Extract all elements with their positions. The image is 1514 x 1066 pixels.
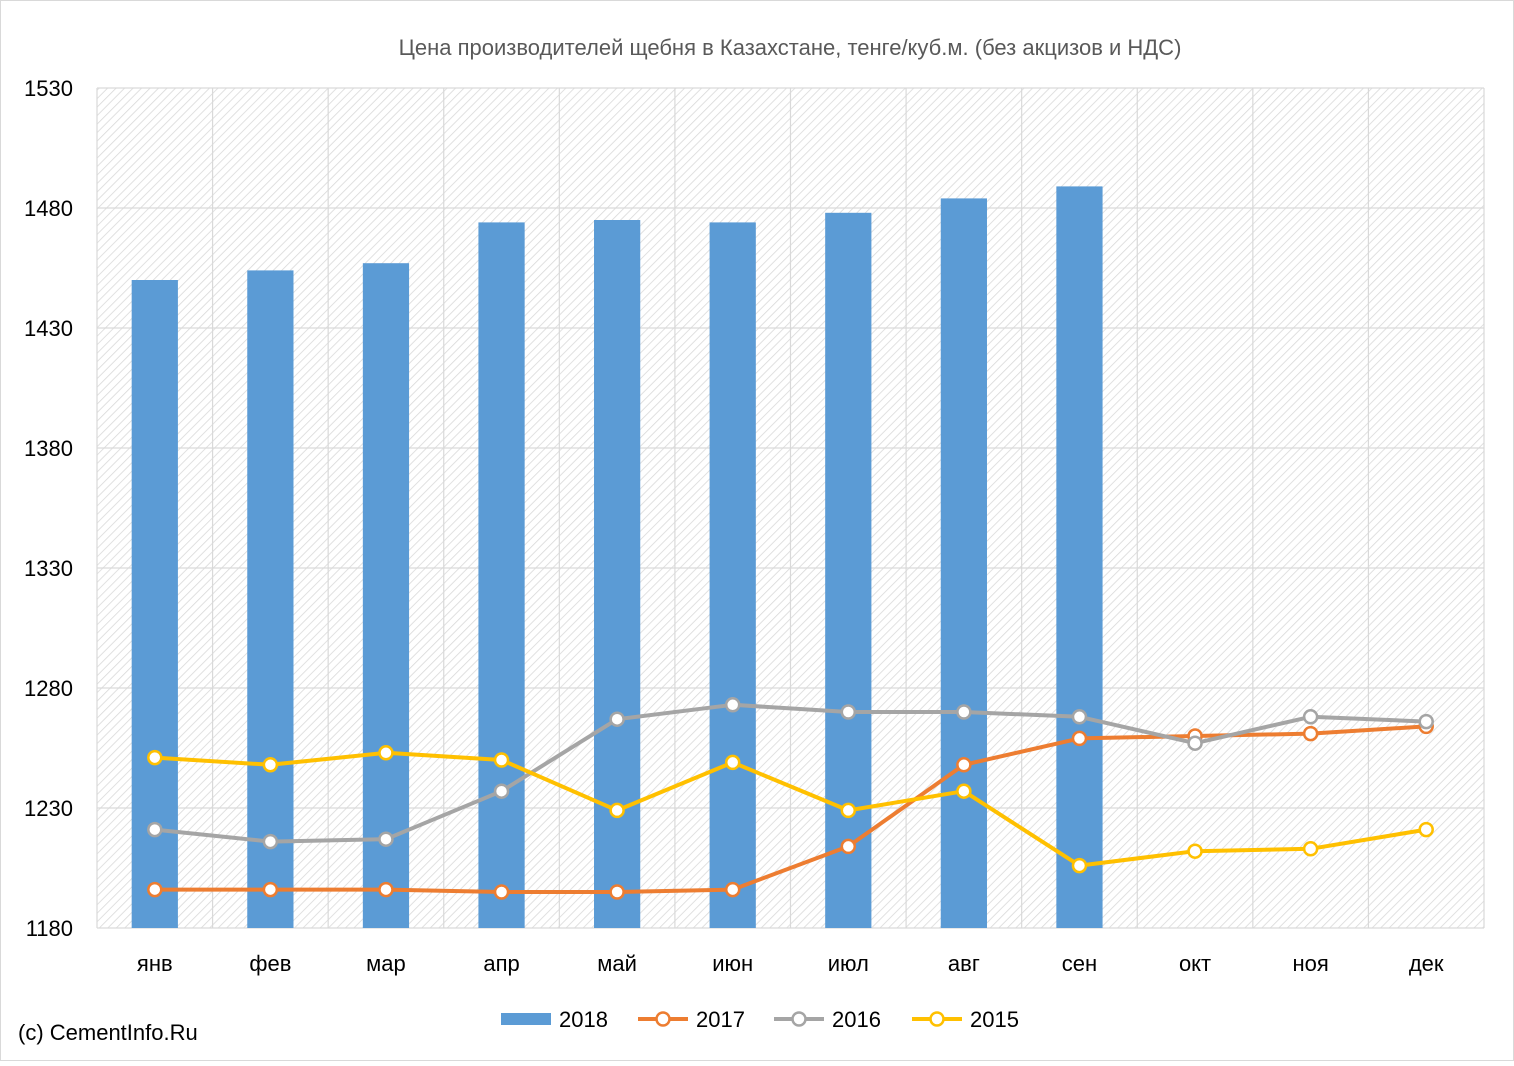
point-2015-янв — [147, 749, 163, 766]
point-2016-апр — [493, 783, 510, 799]
point-2017-фев — [262, 881, 279, 898]
legend-marker-2015 — [929, 1011, 945, 1027]
point-2015-окт — [1187, 843, 1203, 859]
x-tick-label: май — [597, 951, 637, 976]
legend-marker-2016 — [791, 1011, 807, 1027]
grid-layer — [96, 87, 1485, 929]
line-2016 — [154, 702, 1427, 844]
point-2017-ноя — [1302, 725, 1319, 742]
legend-label-2018: 2018 — [559, 1007, 608, 1032]
bar-2018-янв — [131, 280, 178, 928]
point-2015-июн — [724, 754, 741, 771]
point-2016-мар — [378, 831, 394, 847]
bar-2018-сен — [1056, 186, 1103, 928]
point-2017-мар — [378, 881, 394, 898]
point-2016-дек — [1418, 713, 1434, 730]
bar-series — [131, 186, 1103, 929]
bar-2018-мар — [362, 263, 410, 928]
legend: 2018 2017 2016 2015 — [501, 1007, 1019, 1032]
credit-text: (c) CementInfo.Ru — [18, 1020, 198, 1045]
x-tick-label: окт — [1179, 951, 1211, 976]
legend-label-2016: 2016 — [832, 1007, 881, 1032]
bar-2018-май — [594, 220, 641, 928]
line-2017 — [154, 724, 1427, 894]
point-2017-май — [609, 884, 625, 900]
legend-marker-2017 — [655, 1011, 671, 1027]
bar-2018-фев — [247, 270, 294, 928]
x-tick-label: янв — [137, 951, 173, 976]
x-tick-label: сен — [1062, 951, 1097, 976]
x-tick-label: фев — [249, 951, 291, 976]
y-tick-label: 1480 — [24, 196, 73, 221]
bar-2018-июл — [825, 212, 872, 929]
y-tick-label: 1230 — [24, 796, 73, 821]
point-2016-июл — [840, 704, 857, 720]
bar-2018-авг — [940, 198, 987, 928]
point-2017-апр — [493, 884, 510, 900]
x-tick-label: авг — [948, 951, 980, 976]
y-tick-label: 1530 — [24, 76, 73, 101]
point-2015-фев — [262, 757, 279, 773]
x-axis-labels: янв фев мар апр май июн июл авг сен окт ноя дек — [137, 951, 1444, 976]
point-2015-май — [609, 802, 625, 819]
bar-2018-апр — [478, 222, 525, 928]
point-2015-авг — [956, 783, 972, 799]
point-2015-мар — [378, 745, 394, 761]
x-tick-label: дек — [1409, 951, 1444, 976]
x-tick-label: ноя — [1292, 951, 1328, 976]
point-2015-ноя — [1302, 841, 1319, 857]
point-2017-янв — [147, 881, 163, 898]
x-tick-label: июн — [712, 951, 753, 976]
point-2016-май — [609, 711, 625, 727]
point-2015-июл — [840, 802, 857, 819]
y-tick-label: 1380 — [24, 436, 73, 461]
legend-swatch-2018 — [501, 1013, 551, 1025]
legend-label-2017: 2017 — [696, 1007, 745, 1032]
legend-label-2015: 2015 — [970, 1007, 1019, 1032]
point-2017-авг — [956, 757, 972, 773]
x-tick-label: апр — [483, 951, 519, 976]
point-2015-сен — [1071, 857, 1088, 874]
point-2016-авг — [956, 704, 972, 720]
point-2017-июн — [724, 881, 741, 898]
point-2015-дек — [1418, 821, 1434, 838]
point-2017-сен — [1071, 730, 1088, 747]
x-tick-label: июл — [828, 951, 869, 976]
x-tick-label: мар — [366, 951, 406, 976]
point-2015-апр — [493, 752, 510, 768]
y-tick-label: 1330 — [24, 556, 73, 581]
line-2015 — [154, 750, 1427, 868]
point-2016-июн — [724, 697, 741, 713]
line-series — [147, 697, 1434, 900]
chart-title: Цена производителей щебня в Казахстане, … — [399, 35, 1182, 60]
point-2016-янв — [147, 821, 163, 838]
y-tick-label: 1180 — [26, 916, 73, 941]
point-2016-сен — [1071, 709, 1088, 725]
point-2016-фев — [262, 833, 279, 850]
y-tick-label: 1430 — [24, 316, 73, 341]
point-2017-июл — [840, 838, 857, 855]
point-2016-окт — [1187, 735, 1203, 751]
bar-2018-июн — [709, 222, 756, 928]
y-axis-labels: 1180 1230 1280 1330 1380 1430 1480 1530 — [24, 76, 73, 941]
point-2016-ноя — [1302, 709, 1319, 725]
y-tick-label: 1280 — [24, 676, 73, 701]
